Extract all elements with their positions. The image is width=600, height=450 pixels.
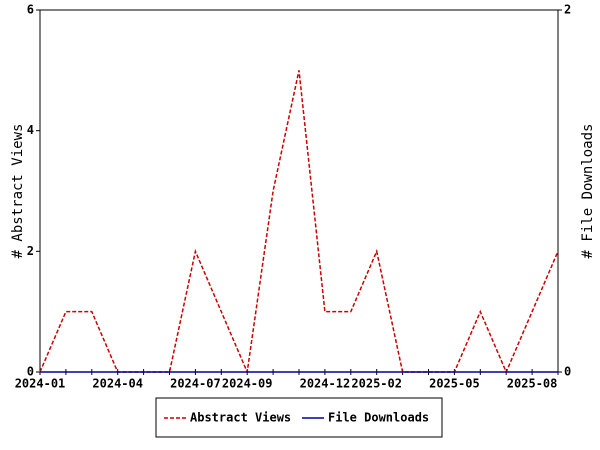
y2-tick-label: 2 — [564, 3, 571, 17]
x-tick-label: 2025-02 — [351, 377, 402, 391]
y2-tick-label: 0 — [564, 365, 571, 379]
legend-label: File Downloads — [328, 411, 429, 425]
y-tick-label: 6 — [27, 3, 34, 17]
y-tick-label: 0 — [27, 365, 34, 379]
x-tick-label: 2025-08 — [507, 377, 558, 391]
x-tick-label: 2024-04 — [92, 377, 143, 391]
x-tick-label: 2024-01 — [15, 377, 66, 391]
legend-label: Abstract Views — [190, 411, 291, 425]
x-tick-label: 2024-07 — [170, 377, 221, 391]
y-tick-label: 4 — [27, 123, 34, 137]
y-axis-label: # Abstract Views — [10, 124, 26, 259]
y-tick-label: 2 — [27, 244, 34, 258]
x-tick-label: 2025-05 — [429, 377, 480, 391]
x-tick-label: 2024-09 — [222, 377, 273, 391]
series-line — [39, 70, 559, 375]
plot-frame — [39, 9, 559, 373]
y2-axis-label: # File Downloads — [580, 124, 596, 259]
x-tick-label: 2024-12 — [300, 377, 351, 391]
legend — [155, 397, 443, 438]
